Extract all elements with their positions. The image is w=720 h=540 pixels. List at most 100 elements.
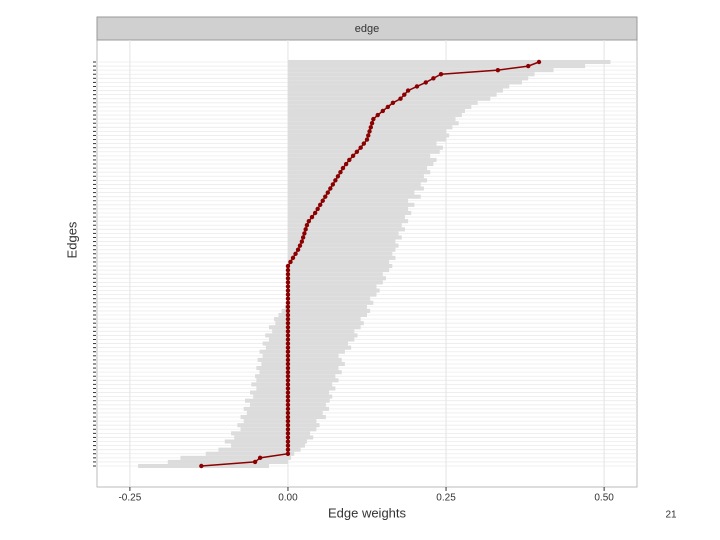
- ci-band: [287, 231, 399, 236]
- point: [285, 386, 291, 391]
- point: [285, 394, 291, 399]
- ci-band: [256, 386, 336, 391]
- ci-band: [287, 243, 399, 248]
- point: [295, 247, 301, 252]
- ci-band: [287, 113, 462, 118]
- ci-band: [287, 276, 386, 281]
- point: [285, 451, 291, 456]
- point: [257, 455, 263, 461]
- ci-band: [287, 206, 409, 211]
- ci-band: [287, 84, 510, 89]
- ci-band: [287, 129, 447, 134]
- point: [414, 84, 420, 89]
- ci-band: [218, 447, 301, 452]
- x-tick-label: -0.25: [118, 493, 141, 504]
- point: [526, 63, 531, 69]
- ci-band: [265, 333, 358, 338]
- point: [285, 357, 291, 363]
- point: [350, 153, 356, 159]
- ci-band: [287, 100, 478, 105]
- ci-band: [287, 247, 396, 252]
- point: [285, 398, 291, 403]
- x-tick-label: 0.50: [594, 493, 614, 504]
- ci-band: [278, 312, 367, 318]
- ci-band: [287, 264, 393, 269]
- point: [309, 214, 315, 220]
- ci-band: [287, 80, 522, 85]
- ci-band: [237, 423, 320, 428]
- ci-band: [234, 435, 314, 440]
- ci-band: [287, 202, 415, 207]
- point: [297, 243, 303, 248]
- ci-band: [287, 108, 466, 114]
- point: [347, 157, 352, 163]
- ci-band: [272, 329, 355, 334]
- ci-band: [287, 96, 491, 101]
- point: [285, 427, 291, 432]
- point: [375, 112, 380, 118]
- ci-band: [287, 149, 440, 154]
- ci-band: [287, 259, 390, 264]
- point: [290, 255, 296, 261]
- point: [285, 418, 291, 424]
- ci-band: [275, 321, 364, 326]
- ci-band: [287, 210, 412, 216]
- ci-band: [243, 419, 317, 424]
- strip-label: edge: [355, 23, 379, 35]
- point: [325, 190, 330, 195]
- point: [285, 325, 291, 330]
- point: [199, 463, 204, 469]
- point: [285, 378, 291, 383]
- point: [338, 169, 343, 175]
- point: [438, 72, 444, 77]
- ci-band: [167, 459, 288, 464]
- strip: [96, 16, 638, 41]
- point: [285, 369, 291, 375]
- point: [306, 218, 312, 224]
- y-axis-label: Edges: [64, 221, 79, 258]
- ci-band: [259, 349, 345, 354]
- point: [312, 210, 318, 216]
- ci-band: [287, 292, 377, 297]
- ci-band: [265, 345, 352, 350]
- point: [285, 276, 291, 281]
- ci-band: [287, 300, 374, 305]
- ci-band: [287, 235, 402, 240]
- point: [398, 96, 403, 101]
- ci-band: [251, 382, 333, 387]
- ci-band: [257, 357, 342, 362]
- point: [293, 251, 298, 256]
- point: [285, 410, 291, 416]
- ci-band: [262, 353, 339, 358]
- ci-band: [287, 272, 383, 277]
- point: [423, 80, 429, 85]
- ci-band: [287, 190, 415, 195]
- point: [303, 227, 308, 232]
- point: [302, 231, 307, 236]
- ci-band: [287, 145, 443, 150]
- point: [361, 141, 367, 146]
- point: [366, 133, 371, 138]
- ci-band: [284, 304, 367, 309]
- ci-band: [240, 427, 317, 432]
- ci-band: [287, 198, 409, 203]
- ci-band: [287, 186, 424, 191]
- point: [285, 414, 291, 420]
- point: [304, 223, 310, 228]
- ci-band: [287, 288, 380, 293]
- point: [380, 108, 386, 114]
- point: [340, 165, 346, 171]
- point: [285, 382, 291, 387]
- point: [285, 422, 291, 428]
- ci-band: [287, 280, 383, 285]
- point: [402, 92, 407, 97]
- ci-band: [287, 255, 396, 260]
- point: [328, 186, 333, 191]
- point: [354, 149, 360, 154]
- point: [368, 125, 373, 130]
- point: [285, 320, 291, 326]
- point: [285, 280, 291, 285]
- ci-band: [287, 166, 428, 171]
- point: [285, 263, 291, 269]
